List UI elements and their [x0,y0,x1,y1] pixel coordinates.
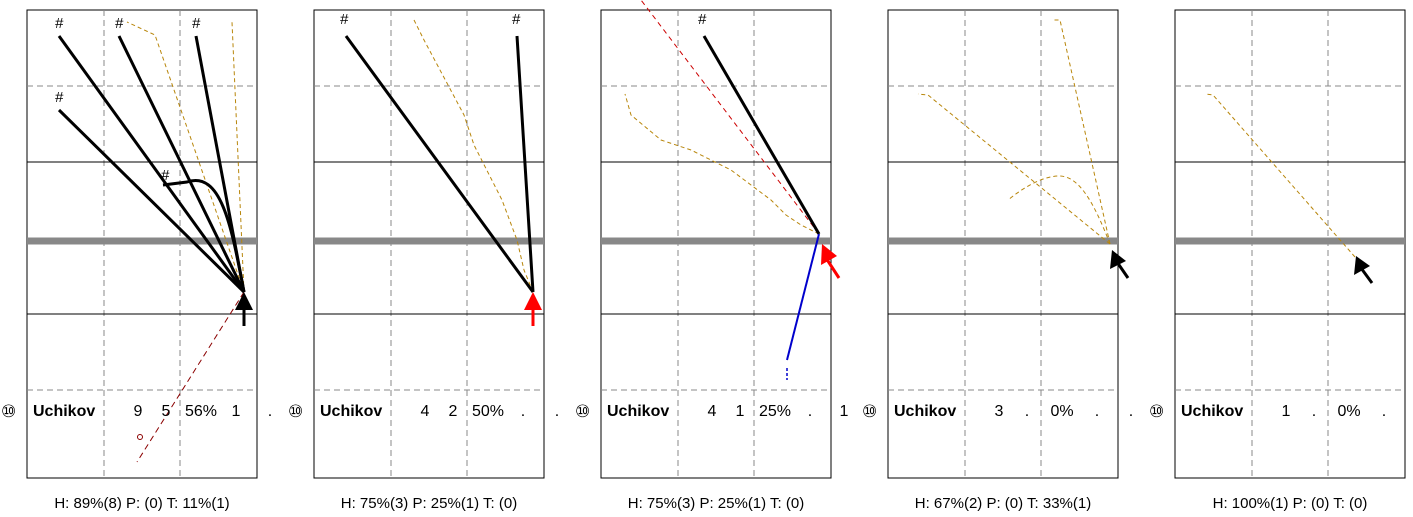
panel-footer: H: 89%(8) P: (0) T: 11%(1) [54,495,229,512]
hit-mark: # [161,167,170,184]
panel-3: # ⑩ Uchikov 4 1 25% . 1 H: 75%(3) P: 25%… [575,0,849,512]
hit-curve [162,178,246,293]
hit-line [515,35,535,293]
panel-footer: H: 75%(3) P: 25%(1) T: (0) [341,495,517,512]
hit-mark: # [512,11,521,28]
panel-2: # # ⑩ Uchikov 4 2 50% . . H: 75%(3) P: 2… [288,9,559,512]
foul-marker [137,434,143,440]
stat-ab: 3 [995,403,1004,420]
batter-arrow-icon [235,292,253,326]
lineup-number: ⑩ [288,402,303,421]
stat-pct: 0% [1337,403,1360,420]
batter-arrow-icon [1110,250,1130,279]
hit-line [344,35,535,293]
stat-hits: . [1025,403,1029,420]
foul-line [136,291,245,463]
player-name: Uchikov [607,403,669,420]
dashed-path [231,21,245,293]
hit-line [57,108,246,294]
lineup-number: ⑩ [1,402,16,421]
stat-rbi: . [1095,403,1099,420]
stat-extra: 1 [840,403,849,420]
stat-ab: 1 [1282,403,1291,420]
stat-ab: 4 [421,403,430,420]
hit-mark: # [192,15,201,32]
dashed-path [917,93,1111,245]
panel-4: ⑩ Uchikov 3 . 0% . . H: 67%(2) P: (0) T:… [862,9,1133,512]
stat-rbi: . [808,403,812,420]
player-name: Uchikov [894,403,956,420]
stat-rbi: . [1382,403,1386,420]
batter-arrow-icon [1354,256,1374,284]
stat-rbi: . [521,403,525,420]
hit-line [57,35,246,293]
stat-extra: . [555,403,559,420]
lineup-number: ⑩ [1149,402,1164,421]
panel-1: # # # # # ⑩ Uchikov 9 5 56% 1 . H: 89%(8… [1,9,272,512]
panel-footer: H: 75%(3) P: 25%(1) T: (0) [628,495,804,512]
batter-arrow-icon [524,292,542,326]
stat-pct: 56% [185,403,217,420]
lineup-number: ⑩ [862,402,877,421]
stat-extra: . [268,403,272,420]
hit-mark: # [115,15,124,32]
dashed-path [1052,19,1111,245]
lineup-number: ⑩ [575,402,590,421]
dashed-path [624,93,820,235]
stat-rbi: 1 [232,403,241,420]
hit-line [702,35,821,235]
player-name: Uchikov [1181,403,1243,420]
stat-hits: 2 [449,403,458,420]
panel-footer: H: 100%(1) P: (0) T: (0) [1213,495,1368,512]
blue-line [786,233,820,361]
dashed-path [1204,93,1356,258]
player-name: Uchikov [320,403,382,420]
red-dashed-line [640,0,820,235]
hit-mark: # [698,11,707,28]
stat-hits: . [1312,403,1316,420]
batter-arrow-icon [821,244,841,279]
dashed-path [413,19,534,293]
hit-mark: # [55,89,64,106]
stat-ab: 9 [134,403,143,420]
panel-5: ⑩ Uchikov 1 . 0% . H: 100%(1) P: (0) T: … [1149,9,1406,512]
stat-extra: . [1129,403,1133,420]
stat-pct: 25% [759,403,791,420]
stat-hits: 5 [162,403,171,420]
panel-footer: H: 67%(2) P: (0) T: 33%(1) [915,495,1091,512]
stat-pct: 50% [472,403,504,420]
hit-line [117,35,246,293]
player-name: Uchikov [33,403,95,420]
stat-ab: 4 [708,403,717,420]
hit-mark: # [340,11,349,28]
hit-mark: # [55,15,64,32]
stat-pct: 0% [1050,403,1073,420]
stat-hits: 1 [736,403,745,420]
